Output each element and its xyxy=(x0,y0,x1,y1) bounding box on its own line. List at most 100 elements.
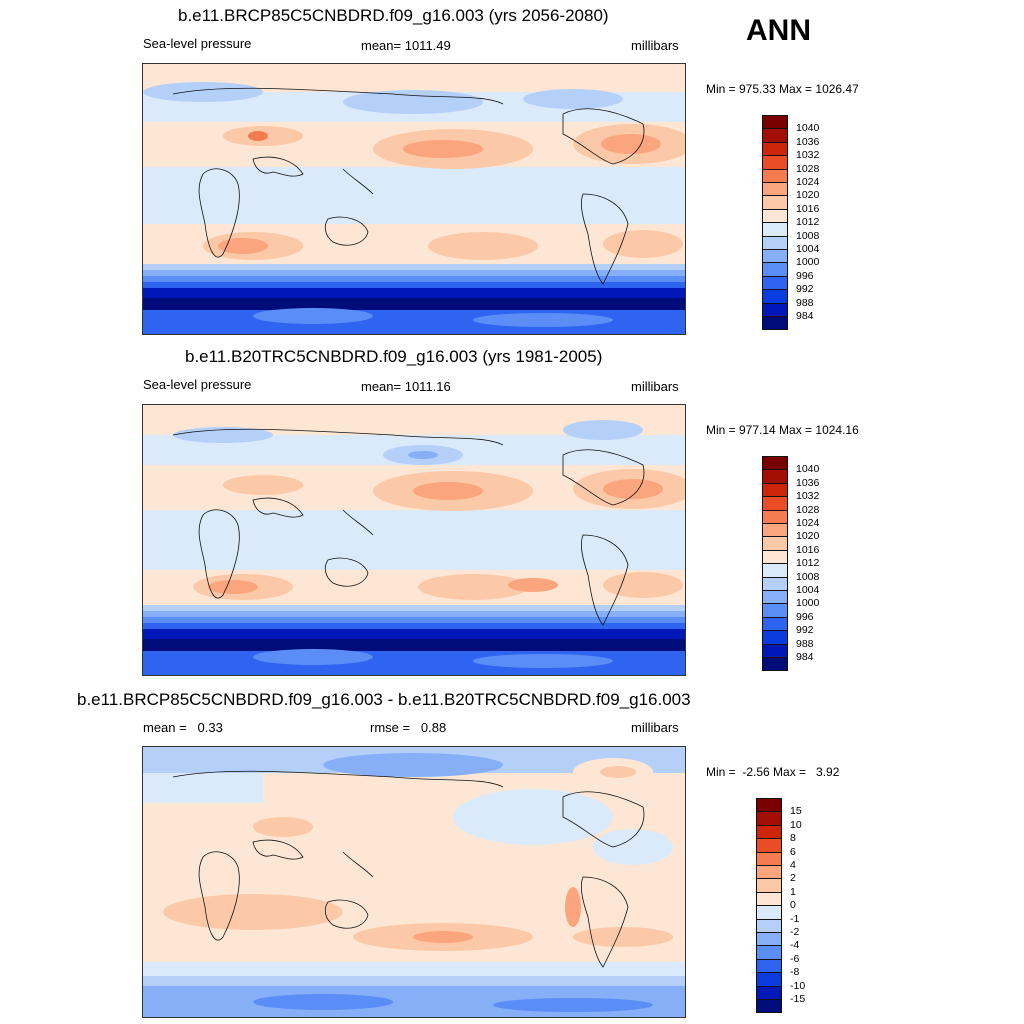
colorbar-cell xyxy=(756,985,782,1000)
colorbar-cell xyxy=(756,865,782,880)
colorbar-cell xyxy=(762,115,788,130)
colorbar-label: 1008 xyxy=(796,570,820,583)
colorbar-label: 1004 xyxy=(796,584,820,596)
panel-2-mean-label: mean= 1011.16 xyxy=(361,379,451,394)
colorbar-label: 1004 xyxy=(796,243,820,255)
colorbar-label: 15 xyxy=(790,805,802,818)
colorbar-label: -8 xyxy=(790,966,800,979)
colorbar-cell xyxy=(762,616,788,632)
colorbar-cell xyxy=(762,549,788,565)
colorbar-cell xyxy=(756,891,782,907)
panel-3-mean-label: mean = 0.33 xyxy=(143,720,223,735)
colorbar-cell xyxy=(762,496,788,511)
colorbar-label: 1040 xyxy=(796,463,820,476)
colorbar-label: 1008 xyxy=(796,229,820,242)
season-label: ANN xyxy=(746,14,811,47)
colorbar-label: 992 xyxy=(796,283,814,296)
colorbar-label: 1036 xyxy=(796,135,820,148)
panel-1-mean-label: mean= 1011.49 xyxy=(361,38,451,53)
panel-2-units-label: millibars xyxy=(631,379,679,394)
colorbar-cell xyxy=(762,456,788,471)
colorbar-cell xyxy=(756,811,782,826)
colorbar-label: 988 xyxy=(796,296,814,309)
colorbar-label: 1020 xyxy=(796,530,820,543)
panel-2-map xyxy=(142,404,686,676)
colorbar-cell xyxy=(762,302,788,317)
panel-2-variable-label: Sea-level pressure xyxy=(143,377,252,392)
panel-2-map-svg xyxy=(143,405,685,675)
colorbar-cell xyxy=(762,141,788,157)
colorbar-label: -15 xyxy=(790,993,806,1005)
panel-3-map-svg xyxy=(143,747,685,1017)
colorbar-label: 2 xyxy=(790,872,796,885)
colorbar-cell xyxy=(762,195,788,210)
colorbar-label: 988 xyxy=(796,637,814,650)
colorbar-cell xyxy=(762,235,788,250)
colorbar-cell xyxy=(756,851,782,866)
colorbar-cell xyxy=(756,972,782,987)
colorbar-label: -4 xyxy=(790,939,800,952)
colorbar-label: 4 xyxy=(790,859,796,871)
panel-3-units-label: millibars xyxy=(631,720,679,735)
colorbar-label: 1028 xyxy=(796,162,820,175)
colorbar-cell xyxy=(762,509,788,524)
panel-1-minmax: Min = 975.33 Max = 1026.47 xyxy=(706,82,859,96)
colorbar-label: 1 xyxy=(790,885,796,898)
colorbar-cell xyxy=(762,182,788,197)
colorbar-label: 1032 xyxy=(796,490,820,503)
colorbar-label: 1000 xyxy=(796,597,820,610)
colorbar-label: 996 xyxy=(796,269,814,282)
colorbar-cell xyxy=(762,249,788,264)
colorbar-cell xyxy=(762,316,788,331)
colorbar-cell xyxy=(756,878,782,893)
colorbar-label: 1028 xyxy=(796,503,820,516)
colorbar-cell xyxy=(756,945,782,960)
colorbar-label: 1016 xyxy=(796,202,820,215)
colorbar-cell xyxy=(762,630,788,645)
colorbar-label: 0 xyxy=(790,899,796,912)
colorbar-label: 1000 xyxy=(796,256,820,269)
panel-3-minmax: Min = -2.56 Max = 3.92 xyxy=(706,765,840,779)
panel-1-map xyxy=(142,63,686,335)
colorbar-label: 996 xyxy=(796,610,814,623)
colorbar-cell xyxy=(762,222,788,237)
panel-2-colorbar: 1040 1036 1032 1028 1024 1020 1016 1012 1008 1004… xyxy=(762,456,852,672)
colorbar-cell xyxy=(756,999,782,1014)
colorbar-cell xyxy=(762,275,788,291)
colorbar-cell xyxy=(756,918,782,933)
colorbar-cell xyxy=(762,536,788,551)
colorbar-cell xyxy=(762,576,788,591)
colorbar-cell xyxy=(762,155,788,170)
colorbar-label: 1040 xyxy=(796,122,820,135)
colorbar-cell xyxy=(756,838,782,853)
colorbar-cell xyxy=(762,208,788,224)
colorbar-cell xyxy=(762,482,788,498)
colorbar-label: 10 xyxy=(790,818,802,831)
colorbar-label: 992 xyxy=(796,624,814,637)
colorbar-cell xyxy=(762,128,788,143)
colorbar-cell xyxy=(762,523,788,538)
colorbar-cell xyxy=(762,603,788,618)
colorbar-cell xyxy=(762,657,788,672)
colorbar-label: 984 xyxy=(796,310,814,322)
panel-2-minmax: Min = 977.14 Max = 1024.16 xyxy=(706,423,859,437)
colorbar-label: 1024 xyxy=(796,176,820,188)
colorbar-cell xyxy=(762,262,788,277)
colorbar-cell xyxy=(756,824,782,840)
colorbar-label: 1024 xyxy=(796,517,820,529)
panel-1-map-svg xyxy=(143,64,685,334)
panel-1-variable-label: Sea-level pressure xyxy=(143,36,252,51)
colorbar-cell xyxy=(762,590,788,605)
colorbar-cell xyxy=(762,643,788,658)
colorbar-label: 1012 xyxy=(796,216,820,229)
colorbar-cell xyxy=(762,168,788,183)
panel-1-colorbar: 1040 1036 1032 1028 1024 1020 1016 1012 1008 1004… xyxy=(762,115,852,331)
colorbar-cell xyxy=(756,958,782,974)
panel-1-units-label: millibars xyxy=(631,38,679,53)
colorbar-label: 1020 xyxy=(796,189,820,202)
colorbar-cell xyxy=(762,563,788,578)
panel-3-map xyxy=(142,746,686,1018)
colorbar-label: 1036 xyxy=(796,476,820,489)
colorbar-label: -6 xyxy=(790,952,800,965)
colorbar-cell xyxy=(762,289,788,304)
